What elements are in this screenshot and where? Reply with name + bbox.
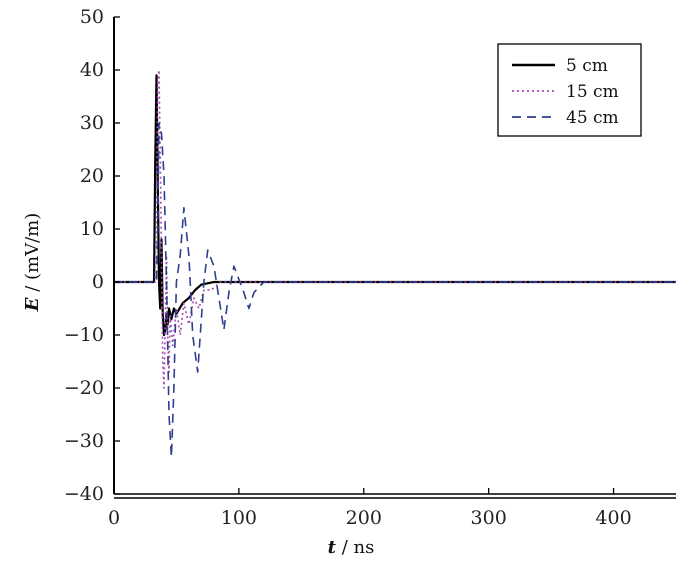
y-tick-label: 0 — [92, 271, 104, 293]
y-axis-title: E / (mV/m) — [22, 213, 43, 313]
x-tick-label: 400 — [595, 507, 631, 529]
y-tick-label: 20 — [80, 165, 104, 187]
y-tick-label: 50 — [80, 6, 104, 28]
x-tick-label: 200 — [346, 507, 382, 529]
axes — [113, 16, 676, 499]
y-tick-label: −10 — [64, 324, 104, 346]
y-tick-label: 10 — [80, 218, 104, 240]
legend-label-3: 45 cm — [566, 108, 619, 128]
legend-label-1: 5 cm — [566, 56, 608, 76]
y-tick-label: 30 — [80, 112, 104, 134]
y-tick-label: −20 — [64, 377, 104, 399]
legend-label-2: 15 cm — [566, 82, 619, 102]
tick-labels: 0 100 200 300 400 −40 −30 −20 −10 0 10 20 30 40 50 — [64, 6, 632, 529]
x-axis-title: t / ns — [328, 537, 375, 558]
series-line-3 — [114, 122, 676, 458]
x-tick-label: 100 — [221, 507, 257, 529]
x-tick-label: 0 — [108, 507, 120, 529]
y-tick-label: 40 — [80, 59, 104, 81]
legend: 5 cm 15 cm 45 cm — [497, 43, 642, 137]
y-tick-label: −40 — [64, 483, 104, 505]
y-tick-label: −30 — [64, 430, 104, 452]
x-tick-label: 300 — [471, 507, 507, 529]
series-line-2 — [114, 69, 676, 389]
legend-box — [497, 43, 642, 137]
plot-area — [114, 69, 676, 458]
